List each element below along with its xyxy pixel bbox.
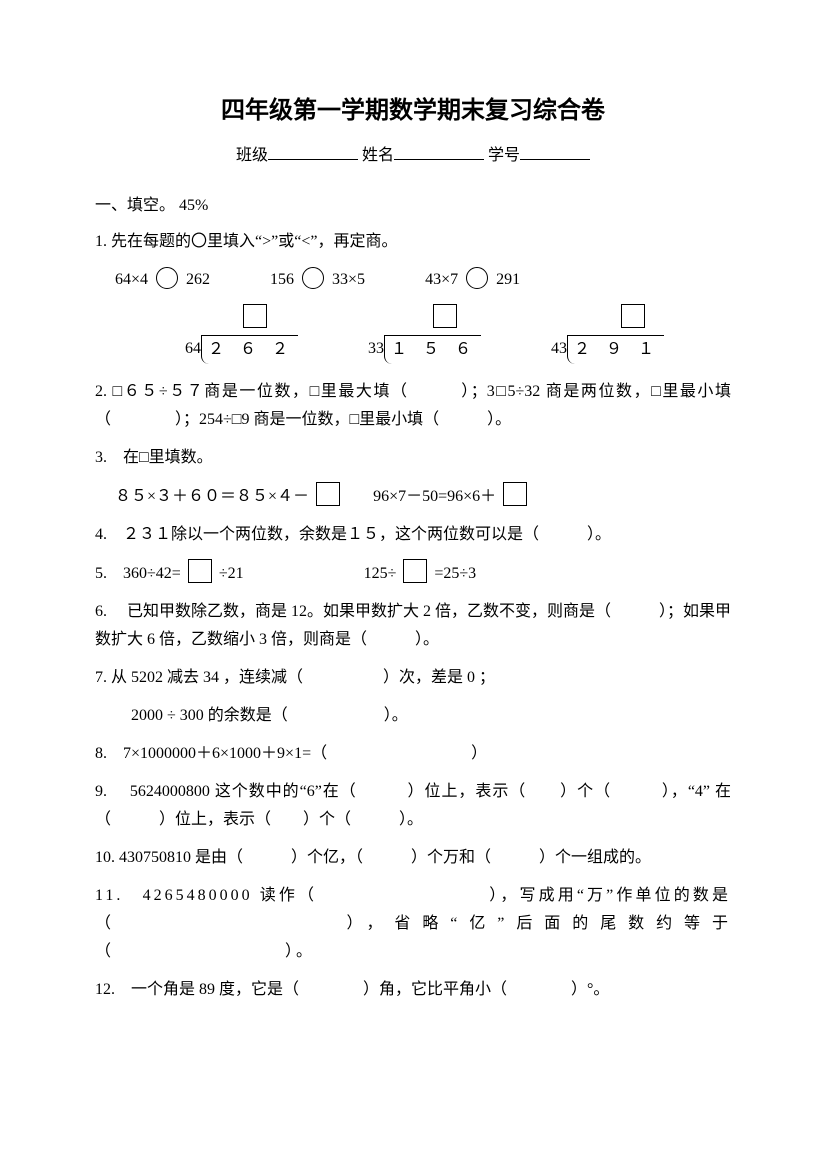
longdiv-2: 33 １ ５ ６ <box>368 304 481 364</box>
longdiv-3: 43 ２ ９ １ <box>551 304 664 364</box>
q1-a-left: 64×4 <box>115 271 148 288</box>
ld2-dividend: １ ５ ６ <box>384 335 481 364</box>
square-blank[interactable] <box>188 559 212 583</box>
q4: 4. ２３１除以一个两位数，余数是１５，这个两位数可以是（ ）。 <box>95 521 731 549</box>
q7b: 2000 ÷ 300 的余数是（ ）。 <box>95 702 731 730</box>
ld2-divisor: 33 <box>368 335 384 363</box>
q1-c: 43×7 291 <box>425 266 520 294</box>
blank-class[interactable] <box>268 159 358 160</box>
square-blank[interactable] <box>433 304 457 328</box>
q3-a: ８５×３＋６０＝８５×４－ <box>115 482 343 511</box>
q3-a-text: ８５×３＋６０＝８５×４－ <box>115 488 309 505</box>
square-blank[interactable] <box>243 304 267 328</box>
q1-stem: 1. 先在每题的〇里填入“>”或“<”，再定商。 <box>95 228 731 256</box>
q5: 5. 360÷42= ÷21 125÷ =25÷3 <box>95 559 731 588</box>
circle-blank[interactable] <box>302 267 324 289</box>
q11: 11. 4265480000 读作（ ），写成用“万”作单位的数是（ ），省略“… <box>95 882 731 966</box>
section-1-head: 一、填空。 45% <box>95 192 731 220</box>
q1-compare-row: 64×4 262 156 33×5 43×7 291 <box>95 266 731 294</box>
student-info-line: 班级 姓名 学号 <box>95 142 731 170</box>
q8: 8. 7×1000000＋6×1000＋9×1=（ ） <box>95 740 731 768</box>
q3-row: ８５×３＋６０＝８５×４－ 96×7－50=96×6＋ <box>95 482 731 511</box>
q6: 6. 已知甲数除乙数，商是 12。如果甲数扩大 2 倍，乙数不变，则商是（ ）；… <box>95 598 731 654</box>
label-num: 学号 <box>488 147 520 164</box>
square-blank[interactable] <box>316 482 340 506</box>
q5-b-post: =25÷3 <box>434 565 476 582</box>
label-class: 班级 <box>236 147 268 164</box>
q1-c-left: 43×7 <box>425 271 458 288</box>
q1-b: 156 33×5 <box>270 266 365 294</box>
q5-a: 5. 360÷42= ÷21 <box>95 559 244 588</box>
q3-b: 96×7－50=96×6＋ <box>373 482 530 511</box>
q7a: 7. 从 5202 减去 34 ，连续减（ ）次，差是 0 ； <box>95 664 731 692</box>
q5-b-pre: 125÷ <box>364 565 397 582</box>
circle-blank[interactable] <box>156 267 178 289</box>
circle-blank[interactable] <box>466 267 488 289</box>
q5-a-post: ÷21 <box>219 565 244 582</box>
q3-stem: 3. 在□里填数。 <box>95 444 731 472</box>
square-blank[interactable] <box>503 482 527 506</box>
q5-a-pre: 5. 360÷42= <box>95 565 181 582</box>
q3-b-text: 96×7－50=96×6＋ <box>373 488 496 505</box>
longdiv-1: 64 ２ ６ ２ <box>185 304 298 364</box>
square-blank[interactable] <box>621 304 645 328</box>
q1-division-row: 64 ２ ６ ２ 33 １ ５ ６ 43 ２ ９ １ <box>95 304 731 364</box>
ld3-dividend: ２ ９ １ <box>567 335 664 364</box>
ld1-divisor: 64 <box>185 335 201 363</box>
q1-c-right: 291 <box>496 271 520 288</box>
q12: 12. 一个角是 89 度，它是（ ）角，它比平角小（ ）°。 <box>95 976 731 1004</box>
q1-b-left: 156 <box>270 271 294 288</box>
ld1-dividend: ２ ６ ２ <box>201 335 298 364</box>
q1-a: 64×4 262 <box>115 266 210 294</box>
blank-num[interactable] <box>520 159 590 160</box>
q1-a-right: 262 <box>186 271 210 288</box>
page-title: 四年级第一学期数学期末复习综合卷 <box>95 90 731 132</box>
q9: 9. 5624000800 这个数中的“6”在（ ）位上，表示（ ）个（ ），“… <box>95 778 731 834</box>
blank-name[interactable] <box>394 159 484 160</box>
label-name: 姓名 <box>362 147 394 164</box>
ld3-divisor: 43 <box>551 335 567 363</box>
q10: 10. 430750810 是由（ ）个亿，（ ）个万和（ ）个一组成的。 <box>95 844 731 872</box>
q5-b: 125÷ =25÷3 <box>364 559 477 588</box>
q1-b-right: 33×5 <box>332 271 365 288</box>
q2: 2. □６５÷５７商是一位数，□里最大填（ ）；3□5÷32 商是两位数，□里最… <box>95 378 731 434</box>
square-blank[interactable] <box>403 559 427 583</box>
